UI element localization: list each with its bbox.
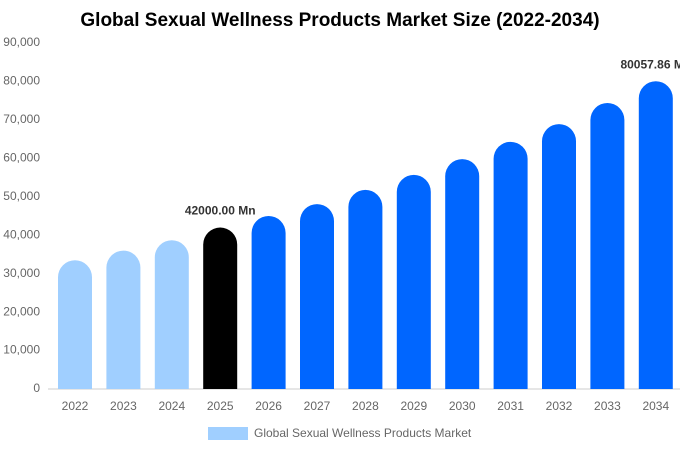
- bar: [154, 240, 189, 389]
- value-label: 80057.86 Mn: [620, 57, 680, 71]
- x-tick-label: 2023: [110, 399, 137, 413]
- bar: [58, 260, 92, 389]
- y-tick-label: 10,000: [3, 343, 40, 357]
- x-tick-label: 2031: [497, 399, 524, 413]
- x-tick-label: 2022: [62, 399, 89, 413]
- y-tick-label: 50,000: [3, 189, 40, 203]
- bar: [251, 216, 286, 389]
- x-tick-label: 2030: [449, 399, 476, 413]
- x-tick-label: 2026: [255, 399, 282, 413]
- bar: [300, 204, 334, 389]
- x-tick-label: 2032: [546, 399, 573, 413]
- legend-label: Global Sexual Wellness Products Market: [254, 426, 472, 440]
- bar: [493, 141, 528, 389]
- x-tick-label: 2027: [304, 399, 331, 413]
- bar: [542, 124, 576, 389]
- bar: [445, 159, 480, 389]
- y-tick-label: 80,000: [3, 74, 40, 88]
- y-tick-label: 0: [33, 381, 40, 395]
- x-tick-label: 2025: [207, 399, 234, 413]
- x-tick-label: 2033: [594, 399, 621, 413]
- y-tick-label: 30,000: [3, 266, 40, 280]
- bar: [203, 227, 238, 389]
- y-tick-label: 20,000: [3, 304, 40, 318]
- x-tick-label: 2029: [400, 399, 427, 413]
- bar: [638, 81, 673, 389]
- x-tick-label: 2028: [352, 399, 379, 413]
- legend-swatch: [208, 427, 248, 440]
- y-tick-label: 90,000: [3, 35, 40, 49]
- bar: [348, 189, 383, 389]
- x-tick-label: 2024: [158, 399, 185, 413]
- value-label: 42000.00 Mn: [185, 204, 256, 218]
- bar: [396, 174, 431, 389]
- y-tick-label: 70,000: [3, 112, 40, 126]
- chart-title: Global Sexual Wellness Products Market S…: [80, 10, 599, 31]
- bar: [590, 102, 625, 390]
- bar: [106, 250, 141, 389]
- x-tick-label: 2034: [642, 399, 669, 413]
- y-tick-label: 40,000: [3, 227, 40, 241]
- y-tick-label: 60,000: [3, 151, 40, 165]
